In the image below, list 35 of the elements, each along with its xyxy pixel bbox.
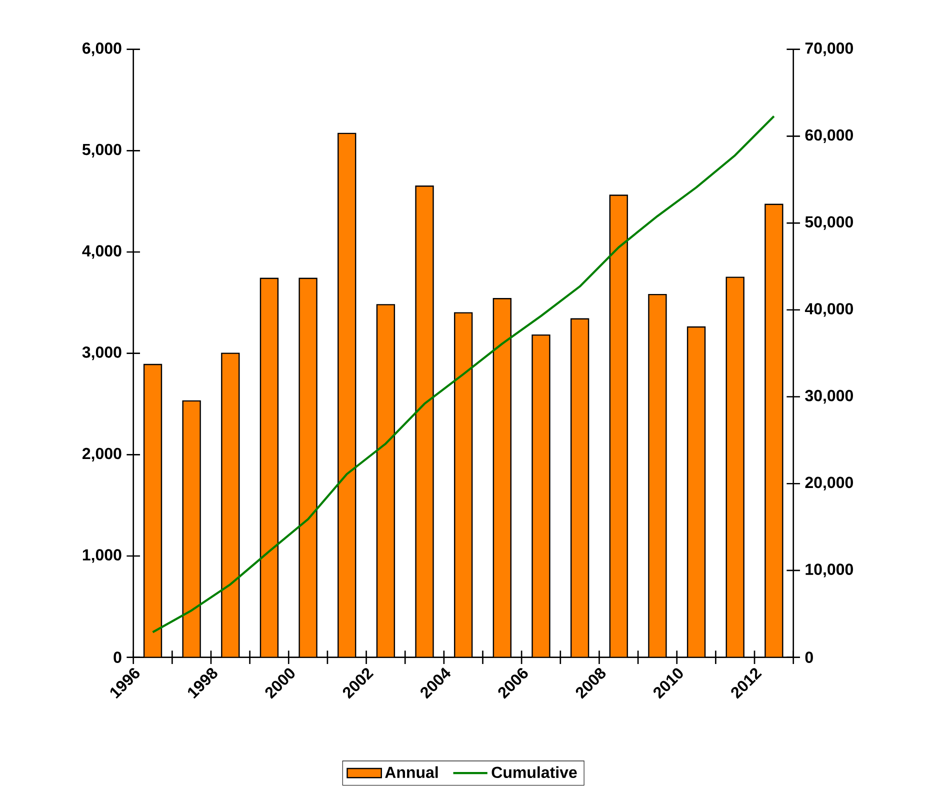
y-tick-label: 0: [114, 652, 122, 664]
bar: [222, 354, 240, 658]
y-tick-label: 1,000: [82, 549, 122, 563]
line-series: [152, 115, 775, 634]
legend-label: Cumulative: [492, 766, 577, 778]
y-tick-label: 3,000: [82, 346, 122, 360]
y-tick-label: 2,000: [82, 448, 122, 462]
bar: [416, 186, 434, 658]
bar: [182, 401, 200, 658]
y2-tick-label: 10,000: [806, 564, 853, 578]
bar: [726, 278, 744, 658]
y2-tick-label: 60,000: [805, 130, 853, 144]
y2-tick-label: 20,000: [805, 476, 853, 491]
bar: [648, 294, 666, 658]
y2-tick-label: 70,000: [805, 42, 853, 56]
y2-tick-label: 50,000: [805, 216, 853, 230]
y-tick-label: 5,000: [82, 144, 122, 158]
bar: [688, 327, 706, 658]
bar: [532, 335, 550, 658]
y2-tick-label: 0: [805, 652, 813, 664]
y-tick-label: 6,000: [82, 42, 122, 56]
legend-label: Annual: [385, 766, 438, 778]
y2-tick-label: 40,000: [804, 303, 853, 317]
bar: [144, 364, 162, 658]
bar: [764, 204, 784, 658]
bar: [454, 312, 472, 658]
bar: [493, 298, 511, 658]
bar: [260, 278, 278, 658]
y2-tick-label: 30,000: [805, 390, 853, 404]
bar: [610, 195, 628, 658]
bar: [571, 319, 589, 658]
y-tick-label: 4,000: [82, 245, 122, 259]
bar: [376, 304, 394, 658]
bar: [299, 278, 317, 658]
bar: [338, 134, 356, 658]
